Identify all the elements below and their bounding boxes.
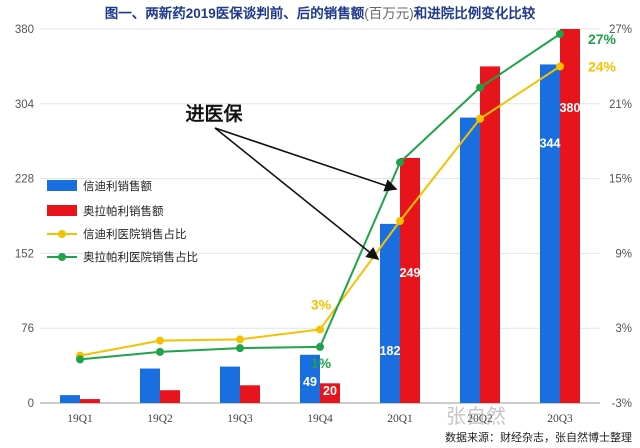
data-label: 344 — [540, 136, 561, 150]
bar-red — [240, 385, 260, 403]
data-label: 380 — [560, 101, 581, 115]
data-label: 182 — [380, 344, 401, 358]
annotation-label: 进医保 — [185, 102, 243, 125]
y2-tick-label: 21% — [609, 99, 632, 111]
legend-label: 奥拉帕利销售额 — [83, 204, 164, 218]
x-tick-label: 19Q2 — [147, 413, 173, 425]
line-point — [396, 158, 404, 167]
bar-red — [480, 66, 500, 404]
legend-label: 信迪利销售额 — [83, 179, 152, 193]
bar-blue — [300, 354, 320, 403]
bar-blue — [460, 117, 480, 403]
line-point — [476, 83, 484, 92]
y-tick-label: 304 — [15, 99, 35, 111]
line-point — [316, 342, 324, 351]
annotation-arrow — [214, 127, 380, 261]
title-unit: (百万元) — [364, 6, 414, 21]
x-tick-label: 19Q1 — [67, 413, 93, 425]
line-point — [396, 216, 404, 225]
bar-red — [400, 157, 420, 403]
data-label: 249 — [400, 266, 421, 280]
legend-marker — [58, 230, 66, 238]
line-point — [556, 62, 564, 71]
data-label: 3% — [311, 296, 332, 312]
bar-red — [160, 390, 180, 403]
watermark: 张自然 — [446, 404, 506, 428]
y-tick-label: 380 — [15, 24, 34, 36]
y-tick-label: 0 — [28, 398, 34, 410]
y-tick-label: 152 — [15, 248, 34, 260]
x-tick-label: 20Q1 — [387, 413, 413, 425]
source-note: 数据来源：财经杂志，张自然博士整理 — [445, 431, 632, 444]
data-label: 20 — [323, 384, 337, 398]
data-label: 49 — [303, 375, 317, 389]
line-point — [476, 114, 484, 123]
annotation-arrow — [214, 127, 398, 192]
line-point — [556, 29, 564, 38]
line-point — [156, 347, 164, 356]
bar-blue — [60, 395, 80, 403]
line-point — [76, 355, 84, 364]
title-main: 图一、两新药2019医保谈判前、后的销售额 — [104, 6, 365, 21]
y2-tick-label: 3% — [615, 323, 632, 335]
bar-blue — [380, 223, 400, 403]
data-label: 24% — [588, 58, 617, 74]
line-point — [236, 335, 244, 344]
y2-tick-label: 27% — [609, 24, 632, 36]
legend-label: 奥拉帕利医院销售占比 — [83, 250, 198, 264]
legend-swatch — [47, 180, 77, 191]
x-tick-label: 20Q3 — [547, 413, 573, 425]
title-tail: 和进院比例变化比较 — [413, 6, 536, 21]
y2-tick-label: 9% — [615, 248, 632, 260]
y2-tick-label: 15% — [609, 174, 632, 186]
data-label: 1% — [311, 355, 332, 371]
line-point — [316, 325, 324, 334]
y-tick-label: 228 — [15, 174, 34, 186]
line-point — [156, 336, 164, 345]
x-tick-label: 20Q2 — [467, 413, 493, 425]
data-label: 27% — [588, 31, 617, 47]
bar-red — [80, 399, 100, 403]
x-tick-label: 19Q3 — [227, 413, 253, 425]
y2-tick-label: -3% — [612, 398, 632, 410]
chart-title: 图一、两新药2019医保谈判前、后的销售额(百万元)和进院比例变化比较 — [0, 2, 640, 22]
line-point — [236, 344, 244, 353]
legend-marker — [58, 253, 66, 261]
bar-red — [560, 29, 580, 403]
bar-red — [320, 383, 340, 403]
bar-blue — [220, 366, 240, 403]
legend-swatch — [47, 205, 77, 216]
bar-blue — [140, 368, 160, 403]
x-tick-label: 19Q4 — [307, 413, 333, 425]
y-tick-label: 76 — [21, 323, 34, 335]
bar-blue — [540, 64, 560, 403]
legend-label: 信迪利医院销售占比 — [83, 227, 187, 241]
